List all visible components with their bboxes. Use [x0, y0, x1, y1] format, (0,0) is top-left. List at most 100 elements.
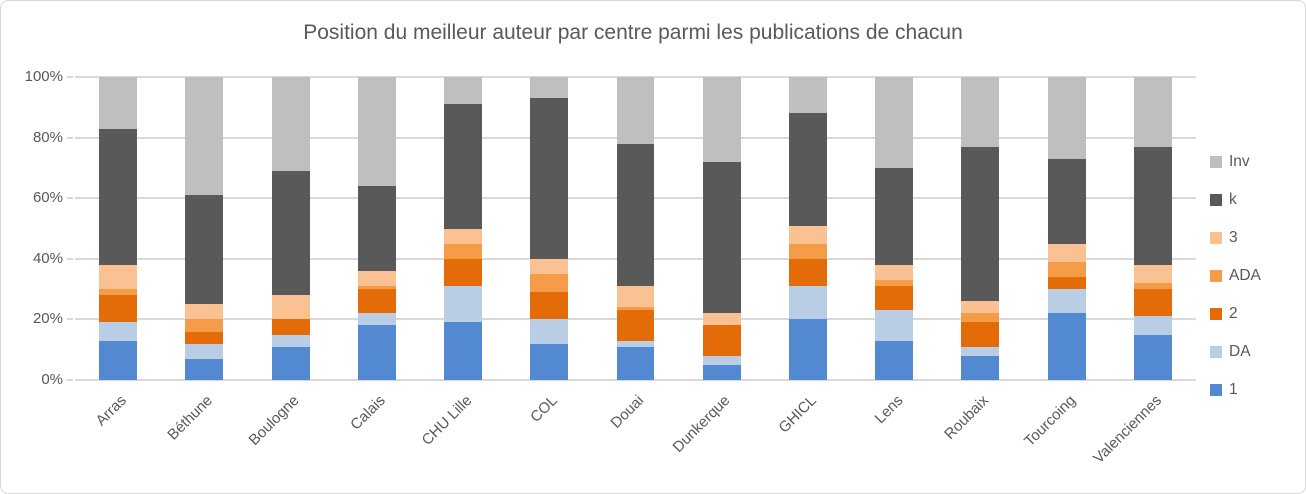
bar-column-col — [506, 77, 592, 380]
bar-column-roubaix — [937, 77, 1023, 380]
bar-segment-k — [357, 186, 396, 271]
stacked-bar — [357, 77, 396, 380]
x-axis-label: Douai — [607, 392, 648, 432]
bar-segment-1 — [444, 322, 483, 380]
y-axis-tick-label: 20% — [32, 310, 63, 328]
legend-item-ada: ADA — [1210, 265, 1261, 286]
legend-item-1: 1 — [1210, 379, 1261, 400]
bar-segment-2 — [271, 319, 310, 335]
bar-segment-2 — [185, 331, 224, 344]
bar-segment-da — [530, 319, 569, 344]
y-axis-tick-label: 100% — [24, 68, 63, 85]
bar-column-tourcoing — [1024, 77, 1110, 380]
x-axis-label: GHICL — [775, 392, 820, 437]
bar-segment-da — [1133, 316, 1172, 335]
bar-segment-k — [789, 113, 827, 226]
bar-segment-3 — [1047, 243, 1086, 262]
bar-segment-3 — [530, 258, 569, 274]
y-tick-mark — [67, 136, 73, 139]
bar-segment-3 — [961, 301, 1000, 314]
legend-swatch-icon — [1210, 193, 1222, 206]
bar-segment-inv — [444, 77, 483, 105]
bar-segment-3 — [702, 313, 741, 326]
bar-segment-da — [444, 286, 483, 323]
bar-segment-1 — [789, 319, 827, 380]
legend-swatch-icon — [1210, 307, 1222, 320]
bar-column-béthune — [161, 77, 247, 380]
bar-segment-1 — [271, 346, 310, 380]
x-axis-label: Calais — [347, 392, 389, 434]
bar-segment-2 — [875, 286, 914, 311]
bar-segment-inv — [1047, 77, 1086, 159]
y-tick-mark — [67, 257, 73, 260]
bar-column-valenciennes — [1110, 77, 1196, 380]
stacked-bar — [875, 77, 914, 380]
bar-segment-k — [271, 170, 310, 296]
y-axis-tick-label: 80% — [32, 128, 63, 146]
bar-segment-ada — [357, 286, 396, 290]
bar-segment-inv — [616, 77, 655, 144]
bar-segment-k — [702, 161, 741, 314]
bar-segment-ada — [875, 280, 914, 287]
bar-segment-inv — [271, 77, 310, 171]
bar-segment-1 — [185, 358, 224, 380]
bar-segment-3 — [1133, 264, 1172, 284]
y-tick-mark — [67, 379, 73, 381]
bar-segment-ada — [961, 313, 1000, 323]
bar-column-ghicl — [765, 77, 851, 380]
bar-segment-3 — [875, 264, 914, 281]
bar-segment-da — [875, 310, 914, 341]
bar-segment-da — [99, 322, 138, 341]
legend-label: ADA — [1229, 267, 1261, 284]
bar-segment-3 — [271, 295, 310, 320]
bar-segment-2 — [961, 322, 1000, 347]
bar-segment-1 — [616, 346, 655, 380]
bar-segment-da — [616, 340, 655, 347]
stacked-bar — [444, 77, 483, 380]
stacked-bar — [1133, 77, 1172, 380]
bar-segment-da — [271, 334, 310, 347]
bar-columns — [75, 77, 1196, 380]
x-axis-label: Tourcoing — [1020, 392, 1079, 451]
bar-segment-2 — [1133, 289, 1172, 317]
x-axis-label: Boulogne — [245, 392, 303, 449]
bar-segment-k — [1133, 146, 1172, 265]
x-axis-label: Dunkerque — [669, 392, 734, 456]
stacked-bar — [1047, 77, 1086, 380]
bar-segment-2 — [357, 289, 396, 314]
legend-label: 3 — [1229, 229, 1238, 246]
stacked-bar — [616, 77, 655, 380]
stacked-bar — [961, 77, 1000, 380]
legend-label: 1 — [1229, 381, 1238, 398]
bar-segment-ada — [530, 273, 569, 293]
bar-segment-k — [1047, 158, 1086, 244]
bar-segment-da — [185, 343, 224, 359]
bar-segment-ada — [99, 289, 138, 296]
legend-item-2: 2 — [1210, 303, 1261, 324]
bar-segment-k — [530, 98, 569, 259]
bar-segment-ada — [616, 307, 655, 311]
x-axis-label: Lens — [871, 392, 907, 428]
bar-segment-da — [961, 346, 1000, 356]
bar-segment-da — [357, 313, 396, 326]
bar-segment-1 — [530, 343, 569, 380]
bar-segment-2 — [444, 258, 483, 287]
bar-column-calais — [334, 77, 420, 380]
bar-segment-k — [185, 195, 224, 305]
bar-segment-3 — [99, 264, 138, 290]
legend-swatch-icon — [1210, 383, 1222, 396]
x-axis-label: COL — [527, 392, 562, 426]
gridline-100 — [75, 76, 1196, 78]
legend-label: 2 — [1229, 305, 1238, 322]
bar-column-lens — [851, 77, 937, 380]
bar-segment-da — [1047, 289, 1086, 314]
legend-swatch-icon — [1210, 155, 1222, 168]
legend-label: Inv — [1229, 153, 1250, 170]
bar-segment-inv — [1133, 77, 1172, 147]
bar-segment-inv — [185, 77, 224, 196]
bar-segment-ada — [789, 243, 827, 259]
bar-segment-k — [99, 128, 138, 265]
legend-item-k: k — [1210, 189, 1261, 210]
bar-segment-1 — [99, 340, 138, 380]
